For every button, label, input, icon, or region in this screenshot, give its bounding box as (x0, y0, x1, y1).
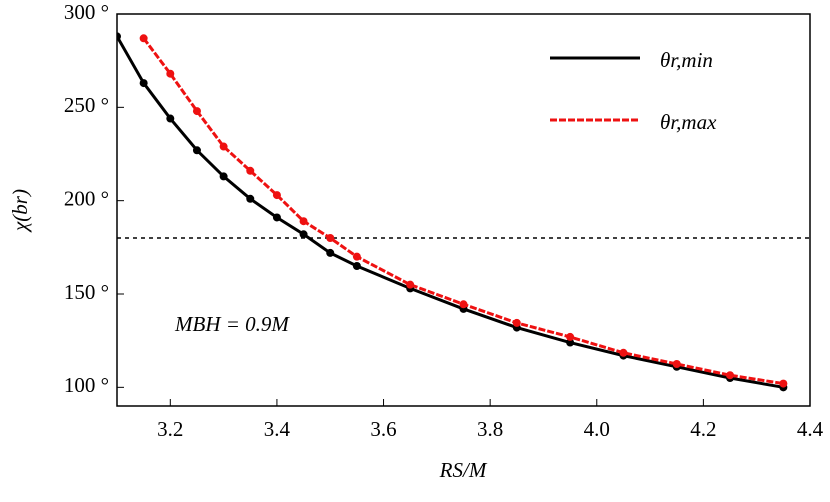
data-point (352, 262, 361, 270)
x-tick-label: 4.0 (584, 417, 610, 441)
data-point (246, 194, 255, 203)
data-point (672, 360, 681, 368)
data-point (566, 332, 575, 341)
legend-label: θr,min (660, 48, 713, 72)
x-tick-label: 4.2 (690, 417, 716, 441)
data-point (139, 79, 148, 88)
data-point (352, 252, 361, 261)
x-tick-label: 4.4 (797, 417, 824, 441)
x-tick-label: 3.2 (157, 417, 183, 441)
y-tick-label: 150 ° (64, 280, 109, 304)
data-point (166, 69, 175, 78)
y-axis-label: χ(br) (8, 189, 32, 233)
data-point (299, 217, 308, 226)
y-tick-label: 100 ° (64, 373, 109, 397)
data-point (726, 371, 735, 380)
data-point (219, 172, 228, 181)
series-line (117, 35, 784, 389)
data-point (246, 166, 255, 175)
data-point (166, 114, 175, 123)
data-point (619, 348, 628, 357)
data-point (272, 213, 281, 222)
data-point (299, 230, 308, 239)
data-point (779, 379, 788, 388)
data-point (192, 107, 201, 116)
y-tick-label: 300 ° (64, 0, 109, 24)
x-axis-label: RS/M (439, 458, 488, 482)
plot-area (117, 32, 788, 392)
data-point (117, 32, 121, 41)
data-point (459, 300, 468, 309)
legend-label: θr,max (660, 110, 717, 134)
y-tick-label: 200 ° (64, 186, 109, 210)
data-point (326, 234, 335, 242)
data-point (219, 142, 228, 151)
data-point (192, 146, 201, 155)
data-point (512, 318, 521, 327)
data-point (326, 248, 335, 257)
y-tick-label: 250 ° (64, 93, 109, 117)
plot-frame (116, 13, 811, 407)
annotation: MBH = 0.9M (174, 312, 290, 336)
data-point (566, 338, 575, 347)
data-point (272, 191, 281, 200)
data-point (139, 34, 148, 43)
x-tick-label: 3.4 (264, 417, 291, 441)
x-tick-label: 3.8 (477, 417, 503, 441)
data-point (406, 280, 415, 289)
x-tick-label: 3.6 (370, 417, 396, 441)
